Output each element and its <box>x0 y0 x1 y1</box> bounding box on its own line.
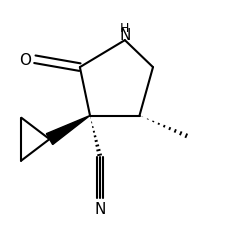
Text: O: O <box>19 52 31 68</box>
Polygon shape <box>46 116 90 145</box>
Text: H: H <box>120 22 130 35</box>
Text: N: N <box>119 28 130 43</box>
Text: N: N <box>94 201 106 216</box>
